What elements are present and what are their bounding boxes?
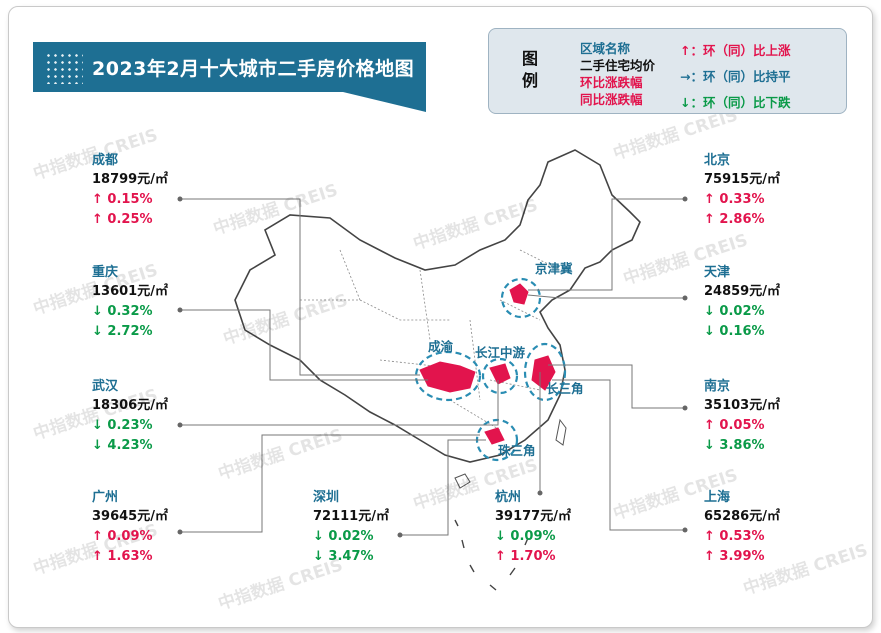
legend-up: ↑：环（同）比上涨 [680,43,791,58]
city-card-guangzhou: 广州 39645元/㎡ ↑ 0.09% ↑ 1.63% [92,489,168,567]
city-mom: ↑ 0.09% [92,529,153,544]
city-card-chongqing: 重庆 13601元/㎡ ↓ 0.32% ↓ 2.72% [92,264,168,342]
city-yoy: ↑ 0.25% [92,212,153,227]
page-title: 2023年2月十大城市二手房价格地图 [92,58,415,80]
city-price: 65286元/㎡ [704,509,780,524]
taiwan-island [555,418,567,446]
city-price: 75915元/㎡ [704,172,780,187]
legend-mom: 环比涨跌幅 [580,75,643,90]
city-name: 深圳 [313,490,340,505]
south-sea-dashes [454,519,529,591]
city-price: 24859元/㎡ [704,284,780,299]
city-card-nanjing: 南京 35103元/㎡ ↑ 0.05% ↓ 3.86% [704,378,780,456]
city-price: 72111元/㎡ [313,509,389,524]
city-yoy: ↑ 2.86% [704,212,765,227]
city-yoy: ↓ 3.86% [704,438,765,453]
dot-grid-icon [45,52,83,84]
city-name: 南京 [704,379,731,394]
legend-heading: 图例 [521,49,538,90]
china-outline [234,149,641,463]
city-name: 北京 [704,153,731,168]
province-borders [300,249,561,431]
region-circles [414,277,567,462]
city-mom: ↓ 0.23% [92,418,153,433]
legend-avg-price: 二手住宅均价 [580,58,656,73]
city-card-shanghai: 上海 65286元/㎡ ↑ 0.53% ↑ 3.99% [704,489,780,567]
legend-yoy: 同比涨跌幅 [580,92,643,107]
city-name: 上海 [704,490,731,505]
region-label-jingjinji: 京津冀 [535,261,573,276]
legend-box [488,28,847,114]
city-yoy: ↑ 1.70% [495,549,556,564]
city-mom: ↓ 0.32% [92,304,153,319]
city-card-hangzhou: 杭州 39177元/㎡ ↓ 0.09% ↑ 1.70% [495,489,571,567]
city-card-beijing: 北京 75915元/㎡ ↑ 0.33% ↑ 2.86% [704,152,780,230]
city-mom: ↓ 0.09% [495,529,556,544]
city-mom: ↑ 0.53% [704,529,765,544]
city-yoy: ↑ 3.99% [704,549,765,564]
title-banner-tail [343,92,426,112]
city-mom: ↑ 0.33% [704,192,765,207]
city-price: 39645元/㎡ [92,509,168,524]
legend-flat: →：环（同）比持平 [680,69,791,84]
city-name: 广州 [92,490,119,505]
city-card-tianjin: 天津 24859元/㎡ ↓ 0.02% ↓ 0.16% [704,264,780,342]
title-banner [33,42,426,92]
region-label-changsanjiao: 长三角 [546,381,584,396]
region-label-changjiang: 长江中游 [475,345,526,360]
city-mom: ↓ 0.02% [313,529,374,544]
city-price: 39177元/㎡ [495,509,571,524]
city-yoy: ↓ 2.72% [92,324,153,339]
leader-lines [180,198,685,536]
city-price: 18306元/㎡ [92,398,168,413]
city-name: 成都 [92,153,119,168]
city-name: 杭州 [495,490,522,505]
city-card-chengdu: 成都 18799元/㎡ ↑ 0.15% ↑ 0.25% [92,152,168,230]
city-mom: ↓ 0.02% [704,304,765,319]
city-price: 35103元/㎡ [704,398,780,413]
city-card-wuhan: 武汉 18306元/㎡ ↓ 0.23% ↓ 4.23% [92,378,168,456]
city-name: 武汉 [92,379,119,394]
region-label-chengyu: 成渝 [428,339,454,354]
city-yoy: ↓ 4.23% [92,438,153,453]
city-name: 天津 [704,265,731,280]
legend-down: ↓：环（同）比下跌 [680,95,791,110]
city-mom: ↑ 0.05% [704,418,765,433]
region-label-zhusanjiao: 珠三角 [498,443,536,458]
city-name: 重庆 [92,265,119,280]
city-mom: ↑ 0.15% [92,192,153,207]
city-clusters [419,283,556,445]
legend-region-name: 区域名称 [580,41,631,56]
city-card-shenzhen: 深圳 72111元/㎡ ↓ 0.02% ↓ 3.47% [313,489,389,567]
city-price: 13601元/㎡ [92,284,168,299]
city-yoy: ↓ 0.16% [704,324,765,339]
city-price: 18799元/㎡ [92,172,168,187]
leader-dots [177,196,688,538]
city-yoy: ↓ 3.47% [313,549,374,564]
hainan-island [454,473,471,489]
city-yoy: ↑ 1.63% [92,549,153,564]
